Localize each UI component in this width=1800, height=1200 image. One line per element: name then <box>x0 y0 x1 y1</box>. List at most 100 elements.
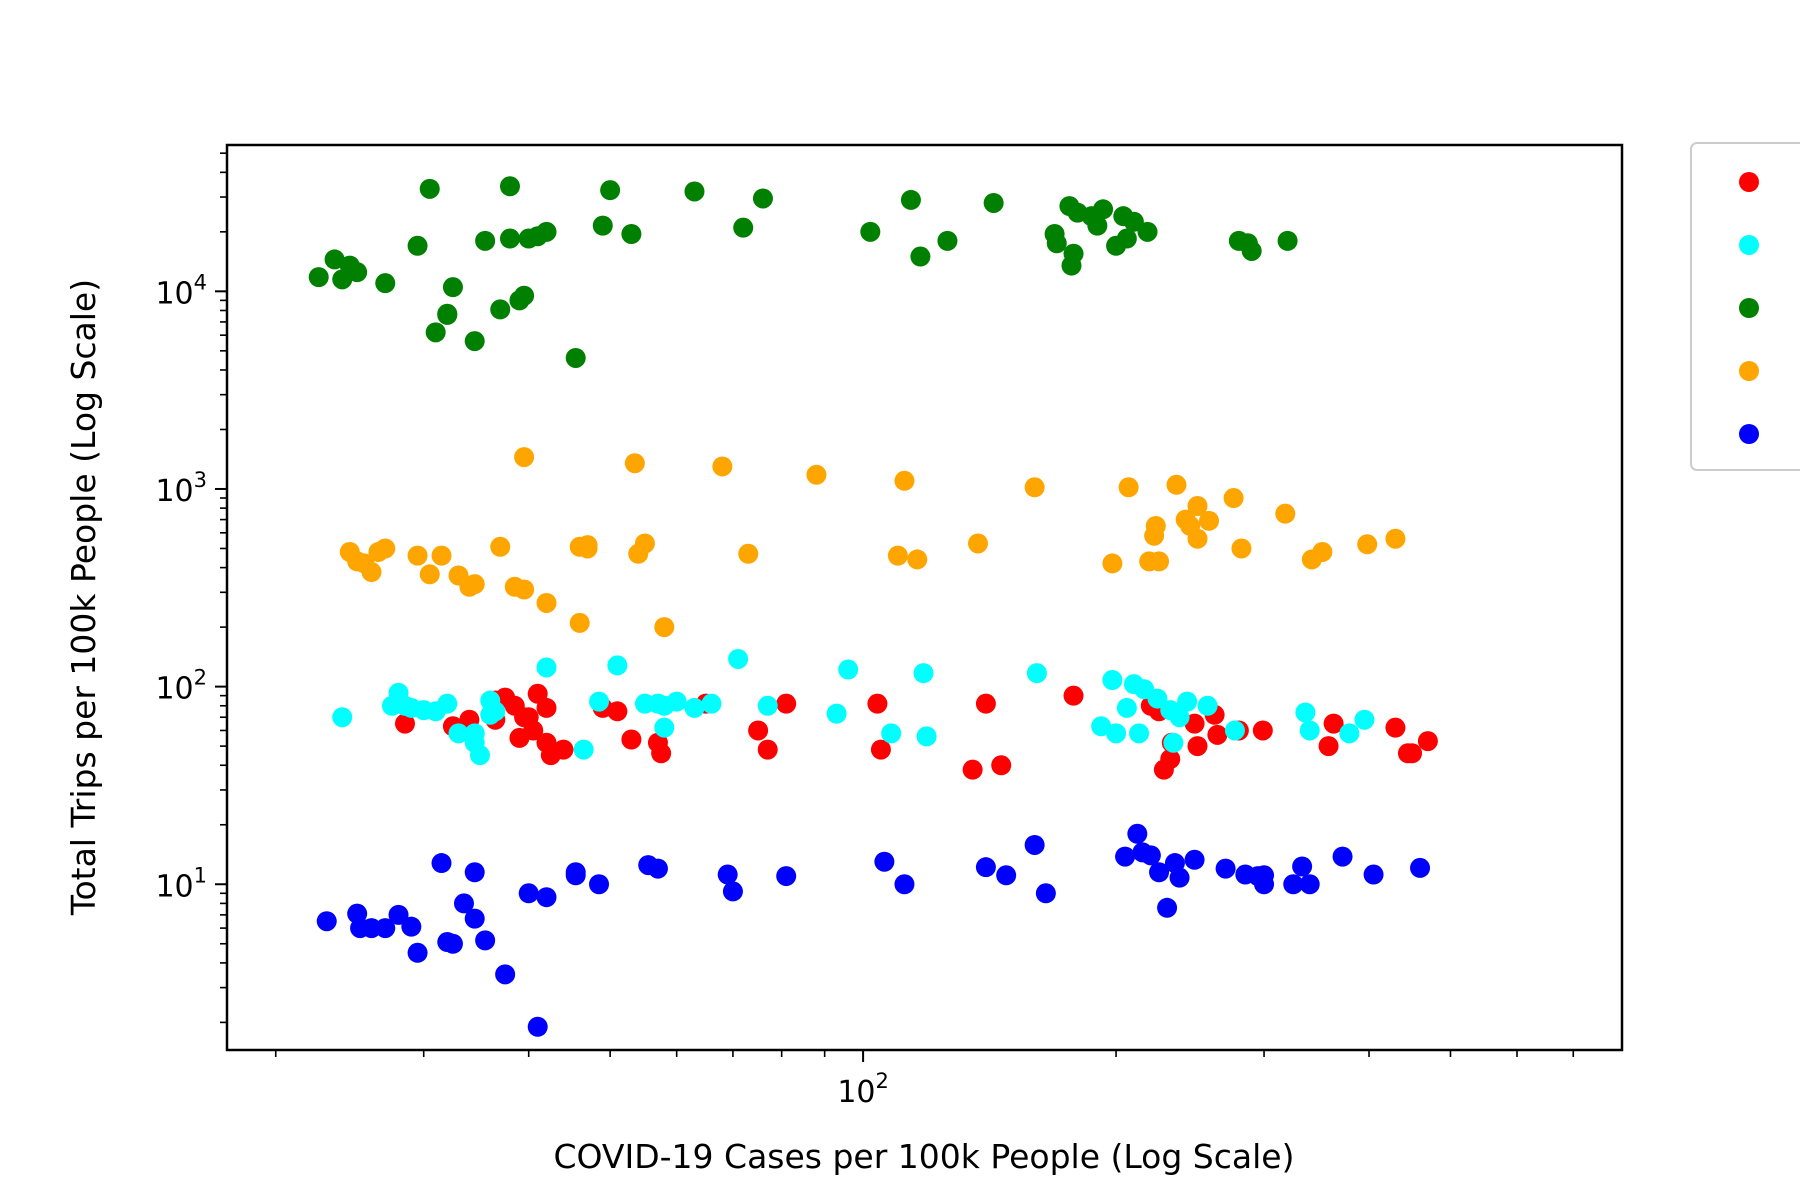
data-point <box>453 893 474 914</box>
data-point <box>913 663 934 684</box>
data-point <box>733 217 754 238</box>
data-point <box>499 176 520 197</box>
data-point <box>1063 243 1084 264</box>
data-point <box>894 470 915 491</box>
data-point <box>361 562 382 583</box>
data-point <box>1241 240 1262 261</box>
data-point <box>1115 846 1136 867</box>
y-axis-title: Total Trips per 100k People (Log Scale) <box>64 279 103 916</box>
data-point <box>1093 199 1114 220</box>
data-point <box>1026 663 1047 684</box>
series-4 <box>316 823 1431 1037</box>
data-point <box>975 857 996 878</box>
data-point <box>1184 713 1205 734</box>
data-point <box>1223 488 1244 509</box>
data-point <box>475 230 496 251</box>
data-point <box>867 693 888 714</box>
data-point <box>407 235 428 256</box>
data-point <box>838 659 859 680</box>
data-point <box>1087 215 1108 236</box>
data-point <box>1339 723 1360 744</box>
data-point <box>1199 510 1220 531</box>
plot-area-frame <box>225 143 1624 1052</box>
data-point <box>634 533 655 554</box>
data-point <box>1275 503 1296 524</box>
data-point <box>375 273 396 294</box>
data-point <box>464 862 485 883</box>
data-point <box>437 693 458 714</box>
data-point <box>1024 477 1045 498</box>
data-point <box>419 178 440 199</box>
data-point <box>1123 211 1144 232</box>
data-point <box>1385 717 1406 738</box>
data-point <box>607 701 628 722</box>
data-point <box>1157 897 1178 918</box>
data-point <box>589 691 610 712</box>
data-point <box>448 723 469 744</box>
legend-marker <box>1739 235 1759 255</box>
data-point <box>1187 496 1208 517</box>
data-point <box>407 942 428 963</box>
data-point <box>776 693 797 714</box>
data-point <box>442 933 463 954</box>
data-point <box>1207 724 1228 745</box>
data-point <box>1312 541 1333 562</box>
data-point <box>907 549 928 570</box>
data-point <box>308 267 329 288</box>
data-point <box>577 535 598 556</box>
data-point <box>996 865 1017 886</box>
data-point <box>589 874 610 895</box>
y-tick-label: 101 <box>155 863 207 904</box>
data-point <box>1024 834 1045 855</box>
y-tick-label: 104 <box>155 270 207 311</box>
data-point <box>712 456 733 477</box>
data-point <box>860 221 881 242</box>
data-point <box>1149 551 1170 572</box>
data-point <box>1385 528 1406 549</box>
data-point <box>316 911 337 932</box>
data-point <box>651 743 672 764</box>
data-point <box>536 887 557 908</box>
data-point <box>1118 477 1139 498</box>
data-point <box>401 916 422 937</box>
data-point <box>962 759 983 780</box>
data-point <box>565 862 586 883</box>
data-point <box>1184 849 1205 870</box>
data-point <box>464 331 485 352</box>
data-point <box>536 221 557 242</box>
data-point <box>1277 230 1298 251</box>
data-point <box>1145 515 1166 536</box>
data-point <box>464 574 485 595</box>
data-point <box>1169 707 1190 728</box>
series-0 <box>394 683 1438 780</box>
data-point <box>621 729 642 750</box>
x-major-ticks: 102 <box>837 1050 889 1110</box>
data-point <box>887 545 908 566</box>
data-point <box>1160 749 1181 770</box>
data-point <box>1102 670 1123 691</box>
data-point <box>654 617 675 638</box>
data-point <box>910 246 931 267</box>
data-point <box>332 707 353 728</box>
data-point <box>347 262 368 283</box>
data-point <box>1063 685 1084 706</box>
data-point <box>573 739 594 760</box>
data-point <box>975 693 996 714</box>
series-2 <box>308 176 1298 368</box>
legend-marker <box>1739 424 1759 444</box>
series-3 <box>339 447 1406 638</box>
data-point <box>806 464 827 485</box>
legend-marker <box>1739 361 1759 381</box>
data-point <box>684 697 705 718</box>
data-point <box>757 739 778 760</box>
data-point <box>983 192 1004 213</box>
data-point <box>722 881 743 902</box>
data-point <box>1295 702 1316 723</box>
x-tick-label: 102 <box>837 1069 889 1110</box>
data-point <box>1254 865 1275 886</box>
data-point <box>419 564 440 585</box>
data-point <box>1091 716 1112 737</box>
data-point <box>1318 736 1339 757</box>
data-point <box>553 739 574 760</box>
data-point <box>1332 846 1353 867</box>
